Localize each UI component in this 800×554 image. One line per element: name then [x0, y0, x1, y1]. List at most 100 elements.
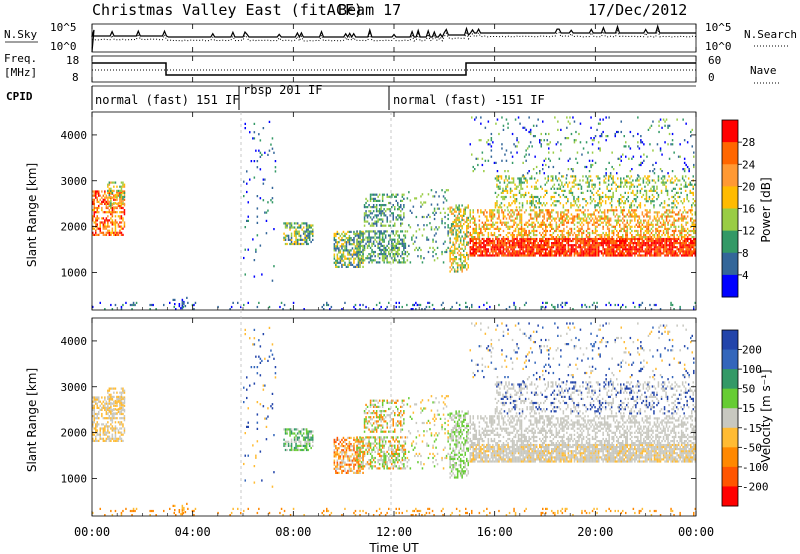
cpid-segment-3: normal (fast) -151 IF — [393, 93, 545, 107]
power-cell — [478, 248, 481, 251]
power-cell — [553, 183, 556, 186]
power-cell — [394, 244, 396, 247]
power-cell — [682, 118, 684, 121]
power-cell — [498, 246, 500, 249]
power-cell — [507, 213, 509, 216]
power-cell — [335, 232, 337, 235]
power-cell — [650, 248, 653, 251]
power-cell — [553, 200, 556, 203]
power-cell — [383, 259, 385, 262]
power-cell — [623, 242, 626, 245]
power-cell — [642, 177, 645, 180]
power-cell — [593, 211, 595, 214]
power-cell — [456, 251, 459, 255]
power-cell — [525, 223, 527, 226]
power-cell — [656, 250, 659, 253]
power-cell — [409, 209, 412, 212]
power-cell — [120, 189, 123, 192]
power-cell — [592, 183, 595, 186]
power-cell — [111, 223, 114, 226]
power-cell — [596, 239, 598, 243]
power-cell — [569, 254, 571, 257]
power-cell — [484, 227, 487, 230]
power-cell — [557, 225, 559, 228]
power-cell — [668, 252, 671, 255]
power-cell — [523, 239, 526, 243]
colorbar-tick-label: 8 — [742, 247, 749, 260]
power-cell — [573, 231, 576, 235]
power-cell — [335, 239, 337, 242]
power-cell — [591, 246, 594, 249]
power-cell — [357, 245, 360, 248]
power-cell — [579, 223, 582, 226]
power-cell — [643, 219, 645, 222]
power-cell — [663, 183, 666, 186]
power-cell — [600, 237, 603, 241]
power-cell — [682, 211, 684, 214]
power-cell — [612, 244, 615, 247]
power-cell — [374, 197, 376, 200]
power-cell — [612, 175, 614, 178]
power-cell — [662, 229, 665, 233]
velocity-cell — [95, 437, 97, 440]
power-cell — [486, 237, 488, 241]
power-cell — [591, 242, 594, 245]
power-cell — [453, 208, 456, 211]
power-cell — [638, 221, 641, 224]
power-cell — [381, 220, 384, 223]
power-cell — [492, 209, 494, 212]
power-cell — [469, 215, 472, 218]
power-cell — [690, 209, 692, 212]
power-cell — [378, 210, 381, 213]
power-cell — [633, 185, 636, 188]
power-cell — [110, 189, 112, 192]
power-cell — [552, 242, 555, 245]
power-cell — [348, 239, 351, 242]
power-cell — [295, 230, 297, 233]
power-cell — [570, 221, 573, 224]
power-cell — [395, 242, 398, 245]
power-cell — [655, 229, 657, 233]
power-cell — [505, 189, 507, 192]
power-cell — [561, 250, 564, 253]
power-cell — [606, 219, 609, 222]
power-cell — [625, 223, 627, 226]
power-cell — [449, 237, 451, 240]
power-cell — [616, 248, 618, 251]
power-cell — [545, 163, 547, 167]
nsky-panel: N.Sky 10^5 10^0 10^5 10^0 N.Search — [4, 21, 797, 53]
power-cell — [676, 246, 678, 249]
power-cell — [573, 175, 575, 178]
power-cell — [551, 237, 553, 241]
power-cell — [541, 187, 544, 190]
power-cell — [532, 209, 535, 212]
power-cell — [381, 248, 384, 252]
power-cell — [514, 246, 517, 249]
power-cell — [632, 200, 634, 203]
power-cell — [357, 236, 360, 239]
power-cell — [480, 239, 482, 243]
power-cell — [611, 236, 613, 239]
power-cell — [601, 195, 604, 199]
power-cell — [102, 231, 105, 234]
power-cell — [503, 204, 506, 207]
power-cell — [98, 206, 100, 210]
power-cell — [545, 237, 547, 241]
power-cell — [540, 242, 543, 245]
power-cell — [96, 217, 99, 220]
power-cell — [610, 200, 613, 203]
power-cell — [604, 193, 607, 197]
power-cell — [632, 246, 635, 249]
power-cell — [506, 185, 509, 188]
power-cell — [683, 139, 686, 142]
power-cell — [592, 187, 595, 190]
power-cell — [186, 296, 188, 299]
power-cell — [620, 198, 622, 201]
power-cell — [637, 250, 639, 253]
power-cell — [513, 248, 515, 251]
power-cell — [400, 230, 402, 233]
power-cell — [576, 250, 579, 253]
power-cell — [540, 239, 543, 243]
power-cell — [511, 189, 513, 192]
power-cell — [471, 254, 473, 257]
